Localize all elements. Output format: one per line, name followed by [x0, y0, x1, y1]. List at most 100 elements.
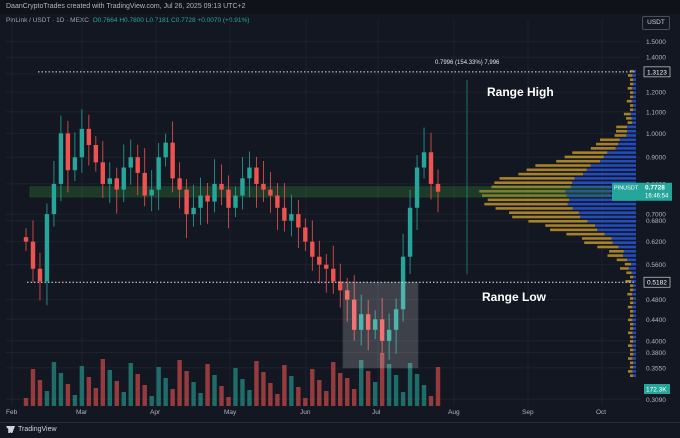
price-tick-label: 0.9000 [646, 155, 666, 162]
volume-profile-bar [587, 219, 636, 223]
price-tick-label: 0.5600 [646, 262, 666, 269]
price-tick-label: 0.6800 [646, 218, 666, 225]
volume-bar [400, 392, 406, 406]
volume-profile-bar [630, 348, 634, 352]
price-marker-label: 0.5182 [647, 280, 667, 287]
volume-bar [435, 367, 441, 406]
volume-profile-bar [545, 224, 596, 227]
volume-profile-bar [632, 87, 636, 90]
time-tick-label: Sep [522, 409, 534, 416]
volume-profile-bar [512, 215, 581, 219]
volume-profile-bar [518, 172, 584, 176]
volume-bar [393, 375, 399, 406]
volume-bar [338, 373, 343, 406]
volume-bar [268, 383, 273, 406]
volume-bar [372, 382, 378, 406]
volume-profile-bar [630, 340, 634, 343]
volume-profile-bar [600, 138, 620, 142]
price-marker-box [643, 66, 671, 78]
volume-profile-bar [607, 254, 624, 257]
volume-profile-bar [567, 202, 636, 206]
volume-bar [247, 390, 252, 406]
volume-profile-bar [603, 155, 636, 159]
candle-body [393, 309, 399, 330]
volume-profile-bar [632, 357, 636, 360]
volume-profile-bar [633, 275, 636, 279]
volume-profile-bar [630, 301, 634, 305]
volume-profile-bar [556, 159, 601, 163]
volume-profile-bar [630, 91, 634, 94]
volume-profile-bar [479, 189, 566, 193]
candle-body [156, 157, 161, 190]
volume-profile-bar [628, 267, 636, 270]
volume-bar [23, 398, 29, 406]
candle-body [128, 157, 133, 168]
poc-zone [29, 186, 611, 198]
price-axis: 1.50001.40001.30001.20001.10001.00000.90… [612, 39, 672, 404]
volume-profile-bar [495, 207, 573, 210]
accumulation-box [342, 281, 419, 369]
price-tick-label: 1.1000 [646, 109, 666, 116]
volume-bar [65, 384, 71, 406]
volume-profile-bar [609, 250, 624, 253]
volume-profile-bar [632, 344, 636, 347]
volume-profile-bar [581, 237, 612, 240]
candle-body [163, 142, 168, 158]
volume-bar [240, 379, 245, 406]
range-high-label: Range High [487, 85, 554, 99]
volume-bar [421, 385, 427, 406]
volume-bar [128, 363, 133, 406]
volume-profile-bar [633, 322, 636, 326]
last-price-marker [612, 182, 672, 201]
volume-profile-bar [633, 95, 636, 99]
candle-body [345, 290, 350, 300]
volume-profile-bar [632, 292, 636, 296]
candle-body [386, 329, 392, 341]
volume-bar [365, 371, 371, 406]
time-tick-label: Oct [596, 409, 606, 416]
volume-marker-label: 172.3K [646, 387, 667, 394]
volume-bar [296, 387, 301, 406]
volume-profile-bar [526, 168, 587, 172]
candle-body [212, 183, 217, 202]
price-chart[interactable]: 0.7996 (154.33%) 7,996 Range High Range Lo… [0, 14, 680, 422]
volume-profile-bar [565, 189, 636, 193]
volume-bar [386, 364, 392, 406]
volume-bar [407, 363, 413, 406]
volume-bar [156, 367, 161, 406]
price-tick-label: 0.4800 [646, 297, 666, 304]
candle-body [191, 207, 196, 215]
price-tick-label: 1.0000 [646, 131, 666, 138]
volume-bar [303, 398, 308, 406]
candle-body [400, 256, 406, 310]
price-tick-label: 1.2000 [646, 90, 666, 97]
candle-body [219, 183, 224, 190]
volume-profile-bar [611, 237, 636, 240]
volume-profile-bar [633, 91, 636, 94]
volume-profile-bar [633, 284, 636, 287]
volume-bar [100, 359, 106, 406]
volume-profile-bar [630, 314, 634, 317]
volume-bar [205, 364, 210, 406]
volume-bar [93, 388, 99, 406]
volume-profile-bar [584, 241, 613, 245]
volume-profile-bar [616, 258, 628, 262]
footer: TradingView [0, 422, 680, 438]
candle-body [407, 207, 413, 257]
volume-bar [282, 365, 287, 406]
volume-bar [135, 374, 140, 406]
volume-profile-bar [564, 155, 604, 159]
volume-bar [379, 353, 385, 406]
volume-profile-bar [597, 228, 636, 232]
volume-profile-bar [630, 374, 634, 377]
volume-profile-bar [586, 168, 636, 172]
volume-profile-bar [630, 284, 634, 287]
volume-profile-bar [630, 310, 634, 313]
volume-profile-bar [607, 151, 636, 154]
currency-selector[interactable]: USDT [642, 16, 670, 30]
time-tick-label: Feb [6, 409, 18, 416]
symbol-header: PinLink / USDT · 1D · MEXC O0.7664 H0.78… [6, 17, 249, 24]
volume-bar [58, 373, 64, 406]
candle-body [72, 157, 78, 171]
volume-profile-bar [627, 318, 633, 322]
